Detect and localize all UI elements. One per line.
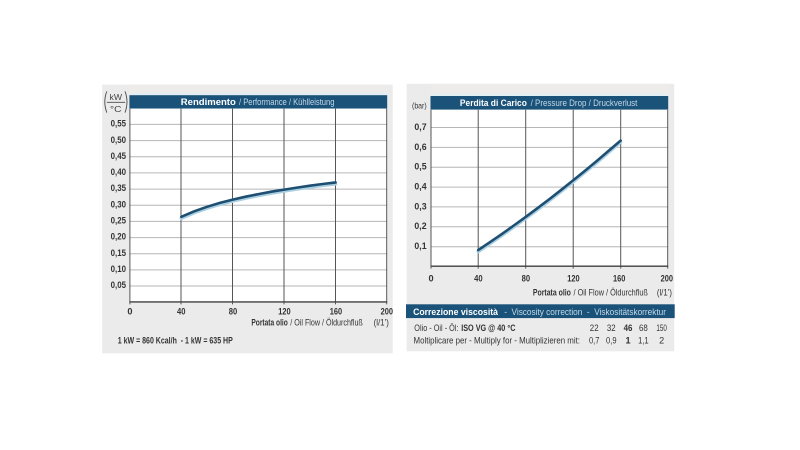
svg-text:0,3: 0,3 (414, 201, 426, 211)
svg-text:0,45: 0,45 (111, 151, 126, 161)
svg-text:/ Oil Flow / Öldurchfluß: / Oil Flow / Öldurchfluß (290, 318, 363, 328)
svg-text:0,25: 0,25 (111, 216, 126, 226)
svg-text:0,5: 0,5 (414, 162, 426, 172)
svg-text:0,20: 0,20 (111, 232, 126, 242)
svg-text:kW: kW (110, 93, 123, 102)
svg-text:160: 160 (330, 306, 342, 316)
svg-text:68: 68 (639, 323, 648, 333)
svg-text:0,05: 0,05 (111, 280, 126, 290)
svg-text:/ Oil Flow / Öldurchfluß: / Oil Flow / Öldurchfluß (574, 287, 649, 297)
svg-text:0,10: 0,10 (111, 264, 126, 274)
svg-text:(bar): (bar) (412, 101, 427, 111)
svg-text:0,55: 0,55 (111, 119, 126, 129)
svg-text:80: 80 (229, 306, 238, 316)
svg-text:- Viscosity correction - Vi: - Viscosity correction - Viskositätskorr… (504, 306, 666, 317)
svg-text:0,50: 0,50 (111, 135, 126, 145)
svg-text:1,1: 1,1 (638, 336, 649, 346)
svg-text:22: 22 (590, 323, 599, 333)
svg-text:0: 0 (127, 306, 132, 316)
svg-text:80: 80 (522, 273, 531, 283)
svg-text:0,15: 0,15 (111, 248, 126, 258)
svg-text:1: 1 (625, 336, 630, 346)
svg-text:0: 0 (428, 273, 433, 283)
svg-text:0,7: 0,7 (414, 122, 426, 132)
svg-text:Moltiplicare per - Multiply fo: Moltiplicare per - Multiply for - Multip… (414, 336, 581, 346)
svg-text:Rendimento: Rendimento (181, 96, 236, 107)
svg-text:0,6: 0,6 (414, 142, 426, 152)
svg-text:(l/1’): (l/1’) (374, 318, 389, 328)
svg-text:40: 40 (177, 306, 186, 316)
svg-text:0,2: 0,2 (414, 221, 426, 231)
svg-text:°C: °C (110, 105, 122, 114)
svg-text:200: 200 (661, 273, 673, 283)
svg-text:2: 2 (659, 336, 664, 346)
svg-text:Portata olio: Portata olio (533, 287, 571, 297)
svg-text:Perdita di Carico: Perdita di Carico (460, 97, 527, 108)
svg-text:0,4: 0,4 (414, 182, 427, 192)
svg-text:0,1: 0,1 (414, 241, 426, 251)
svg-text:/ Performance / Kühlleistung: / Performance / Kühlleistung (239, 96, 335, 107)
svg-text:(l/1’): (l/1’) (657, 287, 672, 297)
svg-text:Correzione viscosità: Correzione viscosità (413, 306, 499, 317)
svg-text:/ Pressure Drop / Druckverlust: / Pressure Drop / Druckverlust (531, 97, 638, 108)
svg-text:1 kW = 860 Kcal/h - 1 kW = 63: 1 kW = 860 Kcal/h - 1 kW = 635 HP (118, 336, 233, 346)
svg-text:0,7: 0,7 (589, 336, 600, 346)
svg-text:40: 40 (474, 273, 483, 283)
svg-text:Portata olio: Portata olio (251, 318, 288, 328)
svg-text:120: 120 (567, 273, 579, 283)
svg-text:150: 150 (656, 323, 667, 333)
svg-text:ISO VG @ 40 °C: ISO VG @ 40 °C (461, 323, 516, 333)
svg-text:46: 46 (624, 323, 633, 333)
svg-text:0,30: 0,30 (111, 199, 126, 209)
svg-text:120: 120 (278, 306, 290, 316)
svg-text:0,9: 0,9 (606, 336, 617, 346)
svg-text:0,35: 0,35 (111, 183, 126, 193)
svg-text:32: 32 (607, 323, 616, 333)
svg-text:0,40: 0,40 (111, 167, 126, 177)
svg-text:160: 160 (613, 273, 625, 283)
svg-text:Olio - Oil - Öl:: Olio - Oil - Öl: (414, 323, 458, 333)
svg-text:200: 200 (381, 306, 393, 316)
